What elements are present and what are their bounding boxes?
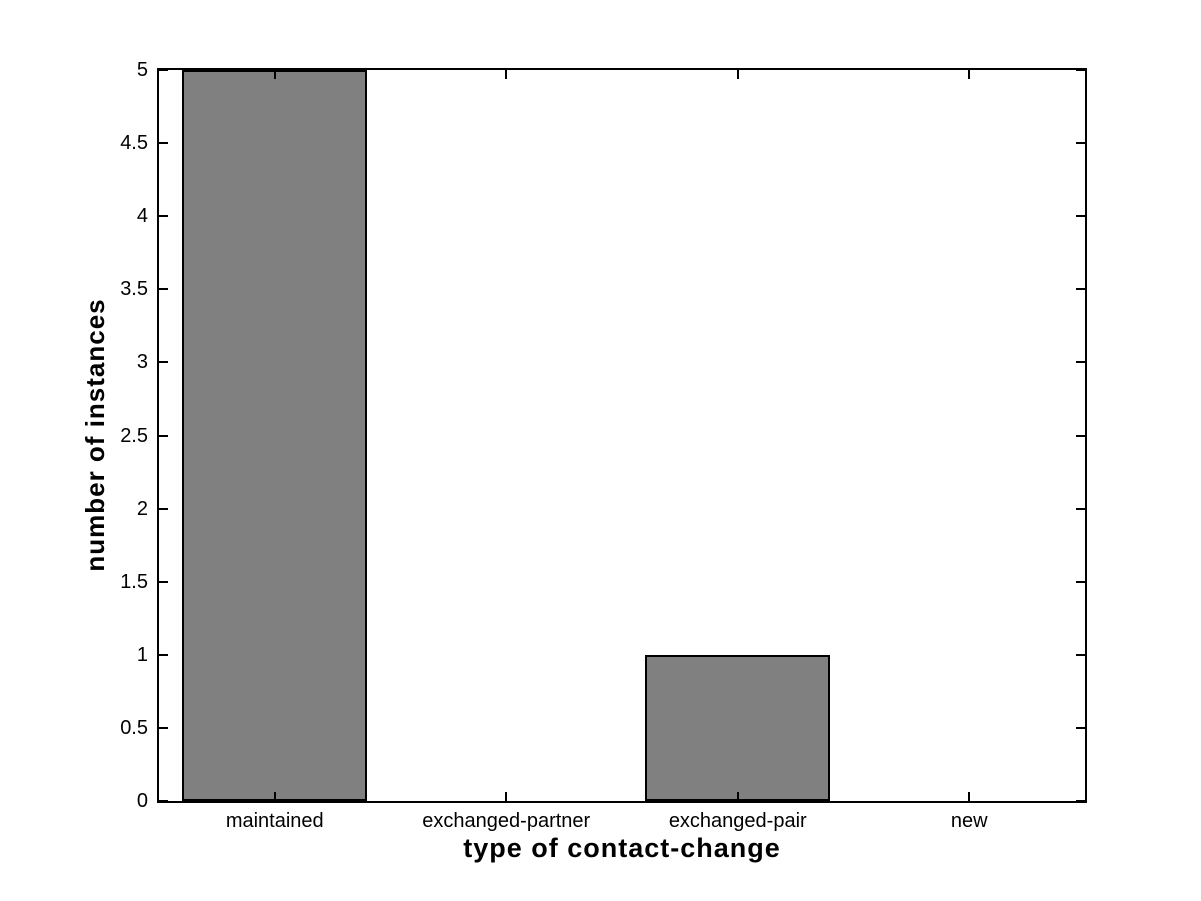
x-tick-top xyxy=(736,70,739,79)
y-tick-right xyxy=(1076,142,1085,145)
y-tick-right xyxy=(1076,507,1085,510)
y-tick-label-1: 1 xyxy=(136,643,148,666)
y-tick-label-1.5: 1.5 xyxy=(120,570,148,593)
y-tick-label-3.5: 3.5 xyxy=(120,278,148,301)
x-tick-bottom xyxy=(736,792,739,801)
y-tick-right xyxy=(1076,69,1085,71)
y-tick-label-2: 2 xyxy=(136,497,148,520)
y-tick-right xyxy=(1076,580,1085,583)
x-tick-bottom xyxy=(273,792,276,801)
x-tick-label-exchanged-partner: exchanged-partner xyxy=(422,810,591,832)
y-tick-right xyxy=(1076,434,1085,437)
x-tick-bottom xyxy=(968,792,971,801)
y-tick-right xyxy=(1076,215,1085,218)
plot-area xyxy=(157,68,1087,803)
y-tick-left xyxy=(159,434,168,437)
y-tick-left xyxy=(159,800,168,802)
bar-maintained xyxy=(182,70,368,801)
x-tick-bottom xyxy=(505,792,508,801)
y-tick-left xyxy=(159,653,168,656)
x-tick-top xyxy=(273,70,276,79)
y-tick-right xyxy=(1076,361,1085,364)
y-tick-label-3: 3 xyxy=(136,351,148,374)
y-tick-right xyxy=(1076,726,1085,729)
x-tick-top xyxy=(968,70,971,79)
y-tick-label-4.5: 4.5 xyxy=(120,132,148,155)
y-tick-left xyxy=(159,361,168,364)
y-tick-left xyxy=(159,726,168,729)
y-tick-left xyxy=(159,142,168,145)
x-tick-label-maintained: maintained xyxy=(225,810,324,832)
y-tick-right xyxy=(1076,288,1085,291)
x-tick-top xyxy=(505,70,508,79)
x-tick-label-exchanged-pair: exchanged-pair xyxy=(668,810,807,832)
x-tick-label-new: new xyxy=(950,810,988,832)
y-tick-left xyxy=(159,69,168,71)
y-tick-label-0.5: 0.5 xyxy=(120,716,148,739)
x-axis-label: type of contact-change xyxy=(463,833,781,863)
y-tick-right xyxy=(1076,800,1085,802)
y-tick-left xyxy=(159,580,168,583)
y-tick-right xyxy=(1076,653,1085,656)
y-tick-label-2.5: 2.5 xyxy=(120,424,148,447)
y-tick-left xyxy=(159,215,168,218)
y-tick-label-5: 5 xyxy=(136,59,148,81)
y-tick-label-0: 0 xyxy=(136,790,148,812)
y-tick-left xyxy=(159,288,168,291)
bar-exchanged-pair xyxy=(645,654,831,801)
y-tick-left xyxy=(159,507,168,510)
y-tick-label-4: 4 xyxy=(136,205,148,228)
